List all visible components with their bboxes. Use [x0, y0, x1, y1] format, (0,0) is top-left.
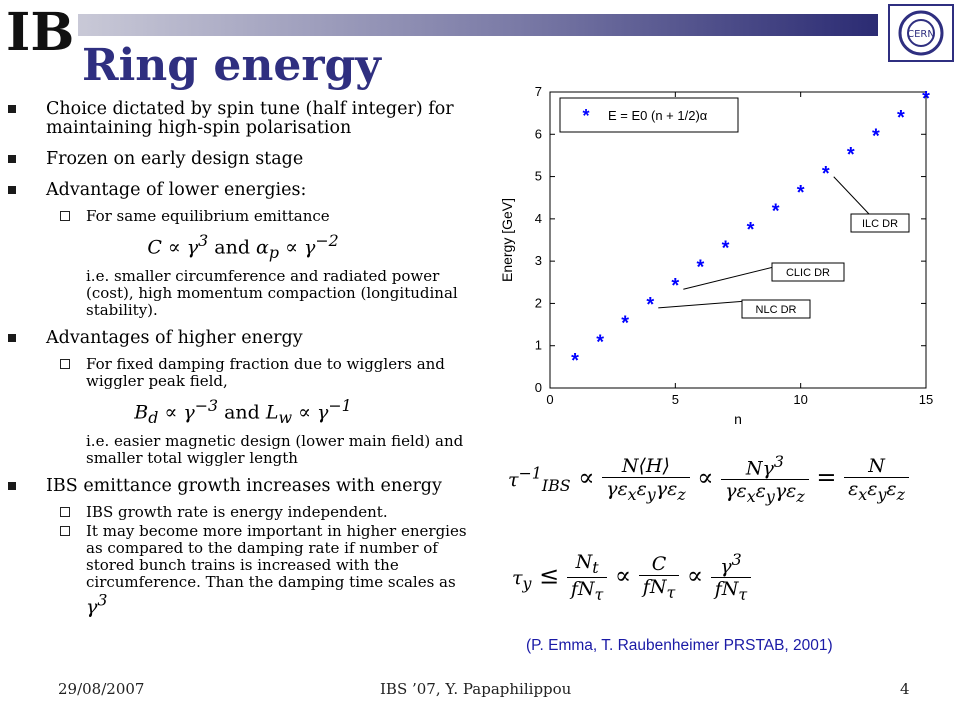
- data-point: *: [596, 331, 604, 353]
- lower-energy-explanation: i.e. smaller circumference and radiated …: [86, 267, 458, 320]
- y-tick-label: 1: [535, 338, 542, 353]
- data-point: *: [797, 182, 805, 204]
- bullet-spin-tune: Choice dictated by spin tune (half integ…: [8, 100, 478, 138]
- reference-citation: (P. Emma, T. Raubenheimer PRSTAB, 2001): [526, 637, 833, 654]
- equation-circumference: C ∝ γ3 and αp ∝ γ−2: [147, 231, 339, 263]
- y-tick-label: 6: [535, 126, 542, 141]
- data-point: *: [772, 200, 780, 222]
- annotation-label: NLC DR: [756, 304, 797, 316]
- annotation-box: [850, 213, 910, 233]
- svg-text:*: *: [582, 106, 589, 126]
- data-point: *: [897, 107, 905, 129]
- data-point: *: [621, 312, 629, 334]
- x-tick-label: 10: [793, 392, 807, 407]
- y-tick-label: 0: [535, 380, 542, 395]
- legend-label: E = E0 (n + 1/2)α: [608, 108, 708, 123]
- x-tick-label: 0: [546, 392, 553, 407]
- data-point: *: [747, 219, 755, 241]
- y-tick-label: 4: [535, 211, 542, 226]
- data-point: *: [872, 126, 880, 148]
- data-point: *: [847, 144, 855, 166]
- higher-energy-explanation: i.e. easier magnetic design (lower main …: [86, 432, 464, 468]
- annotation-arrow: [833, 176, 870, 215]
- cern-logo: CERN: [888, 4, 954, 62]
- equation-gamma-cubed: γ3: [86, 590, 108, 618]
- data-point: *: [571, 350, 579, 372]
- annotation-box: [771, 262, 845, 282]
- annotation-label: CLIC DR: [786, 267, 830, 279]
- equation-and-1: and: [214, 236, 251, 259]
- data-point: *: [922, 88, 930, 110]
- bullet-higher-energy: Advantages of higher energy: [8, 329, 478, 348]
- y-axis-label: Energy [GeV]: [499, 198, 515, 282]
- data-points: * * * * * * * * * * * * * * *: [571, 88, 930, 372]
- equation-and-2: and: [224, 401, 260, 424]
- sub-bullet-damping-rate: It may become more important in higher e…: [8, 523, 478, 616]
- slide-title: Ring energy: [82, 40, 381, 91]
- energy-chart: 0 5 10 15 0 1 2 3 4 5 6 7 * * * * * * * * * * * * * * * * E = E0 …: [499, 84, 933, 427]
- ibs-logo: IBS: [6, 2, 74, 58]
- equation-wiggler: Bd ∝ γ−3 and Lw ∝ γ−1: [134, 396, 352, 428]
- cern-logo-text: CERN: [907, 29, 935, 40]
- bullet-list: Choice dictated by spin tune (half integ…: [8, 100, 478, 623]
- data-point: *: [697, 257, 705, 279]
- y-tick-label: 3: [535, 253, 542, 268]
- axis-ticks: 0 5 10 15 0 1 2 3 4 5 6 7: [535, 84, 933, 407]
- y-tick-label: 5: [535, 169, 542, 184]
- y-tick-label: 2: [535, 295, 542, 310]
- y-tick-label: 7: [535, 84, 542, 99]
- footer-title: IBS ’07, Y. Papaphilippou: [380, 680, 572, 698]
- annotation-label: ILC DR: [862, 218, 898, 230]
- bullet-ibs-growth: IBS emittance growth increases with ener…: [8, 477, 478, 496]
- bullet-frozen: Frozen on early design stage: [8, 150, 478, 169]
- chart-annotations: ILC DR CLIC DR NLC DR: [658, 176, 910, 319]
- x-tick-label: 15: [919, 392, 933, 407]
- data-point: *: [646, 294, 654, 316]
- chart-legend: * E = E0 (n + 1/2)α: [559, 97, 739, 133]
- bullet-lower-energies: Advantage of lower energies:: [8, 181, 478, 200]
- x-axis-label: n: [734, 411, 742, 427]
- damping-rate-text: It may become more important in higher e…: [86, 522, 467, 592]
- annotation-box: [741, 299, 811, 319]
- x-tick-label: 5: [672, 392, 679, 407]
- sub-bullet-energy-independent: IBS growth rate is energy independent.: [8, 504, 478, 521]
- data-point: *: [722, 238, 730, 260]
- ibs-logo-text: IBS: [6, 2, 74, 58]
- data-point: *: [822, 163, 830, 185]
- data-point: *: [671, 275, 679, 297]
- header-bar: [78, 14, 878, 36]
- sub-bullet-damping: For fixed damping fraction due to wiggle…: [8, 356, 478, 390]
- footer-date: 29/08/2007: [58, 680, 145, 698]
- page-number: 4: [900, 680, 910, 698]
- sub-bullet-emittance: For same equilibrium emittance: [8, 208, 478, 225]
